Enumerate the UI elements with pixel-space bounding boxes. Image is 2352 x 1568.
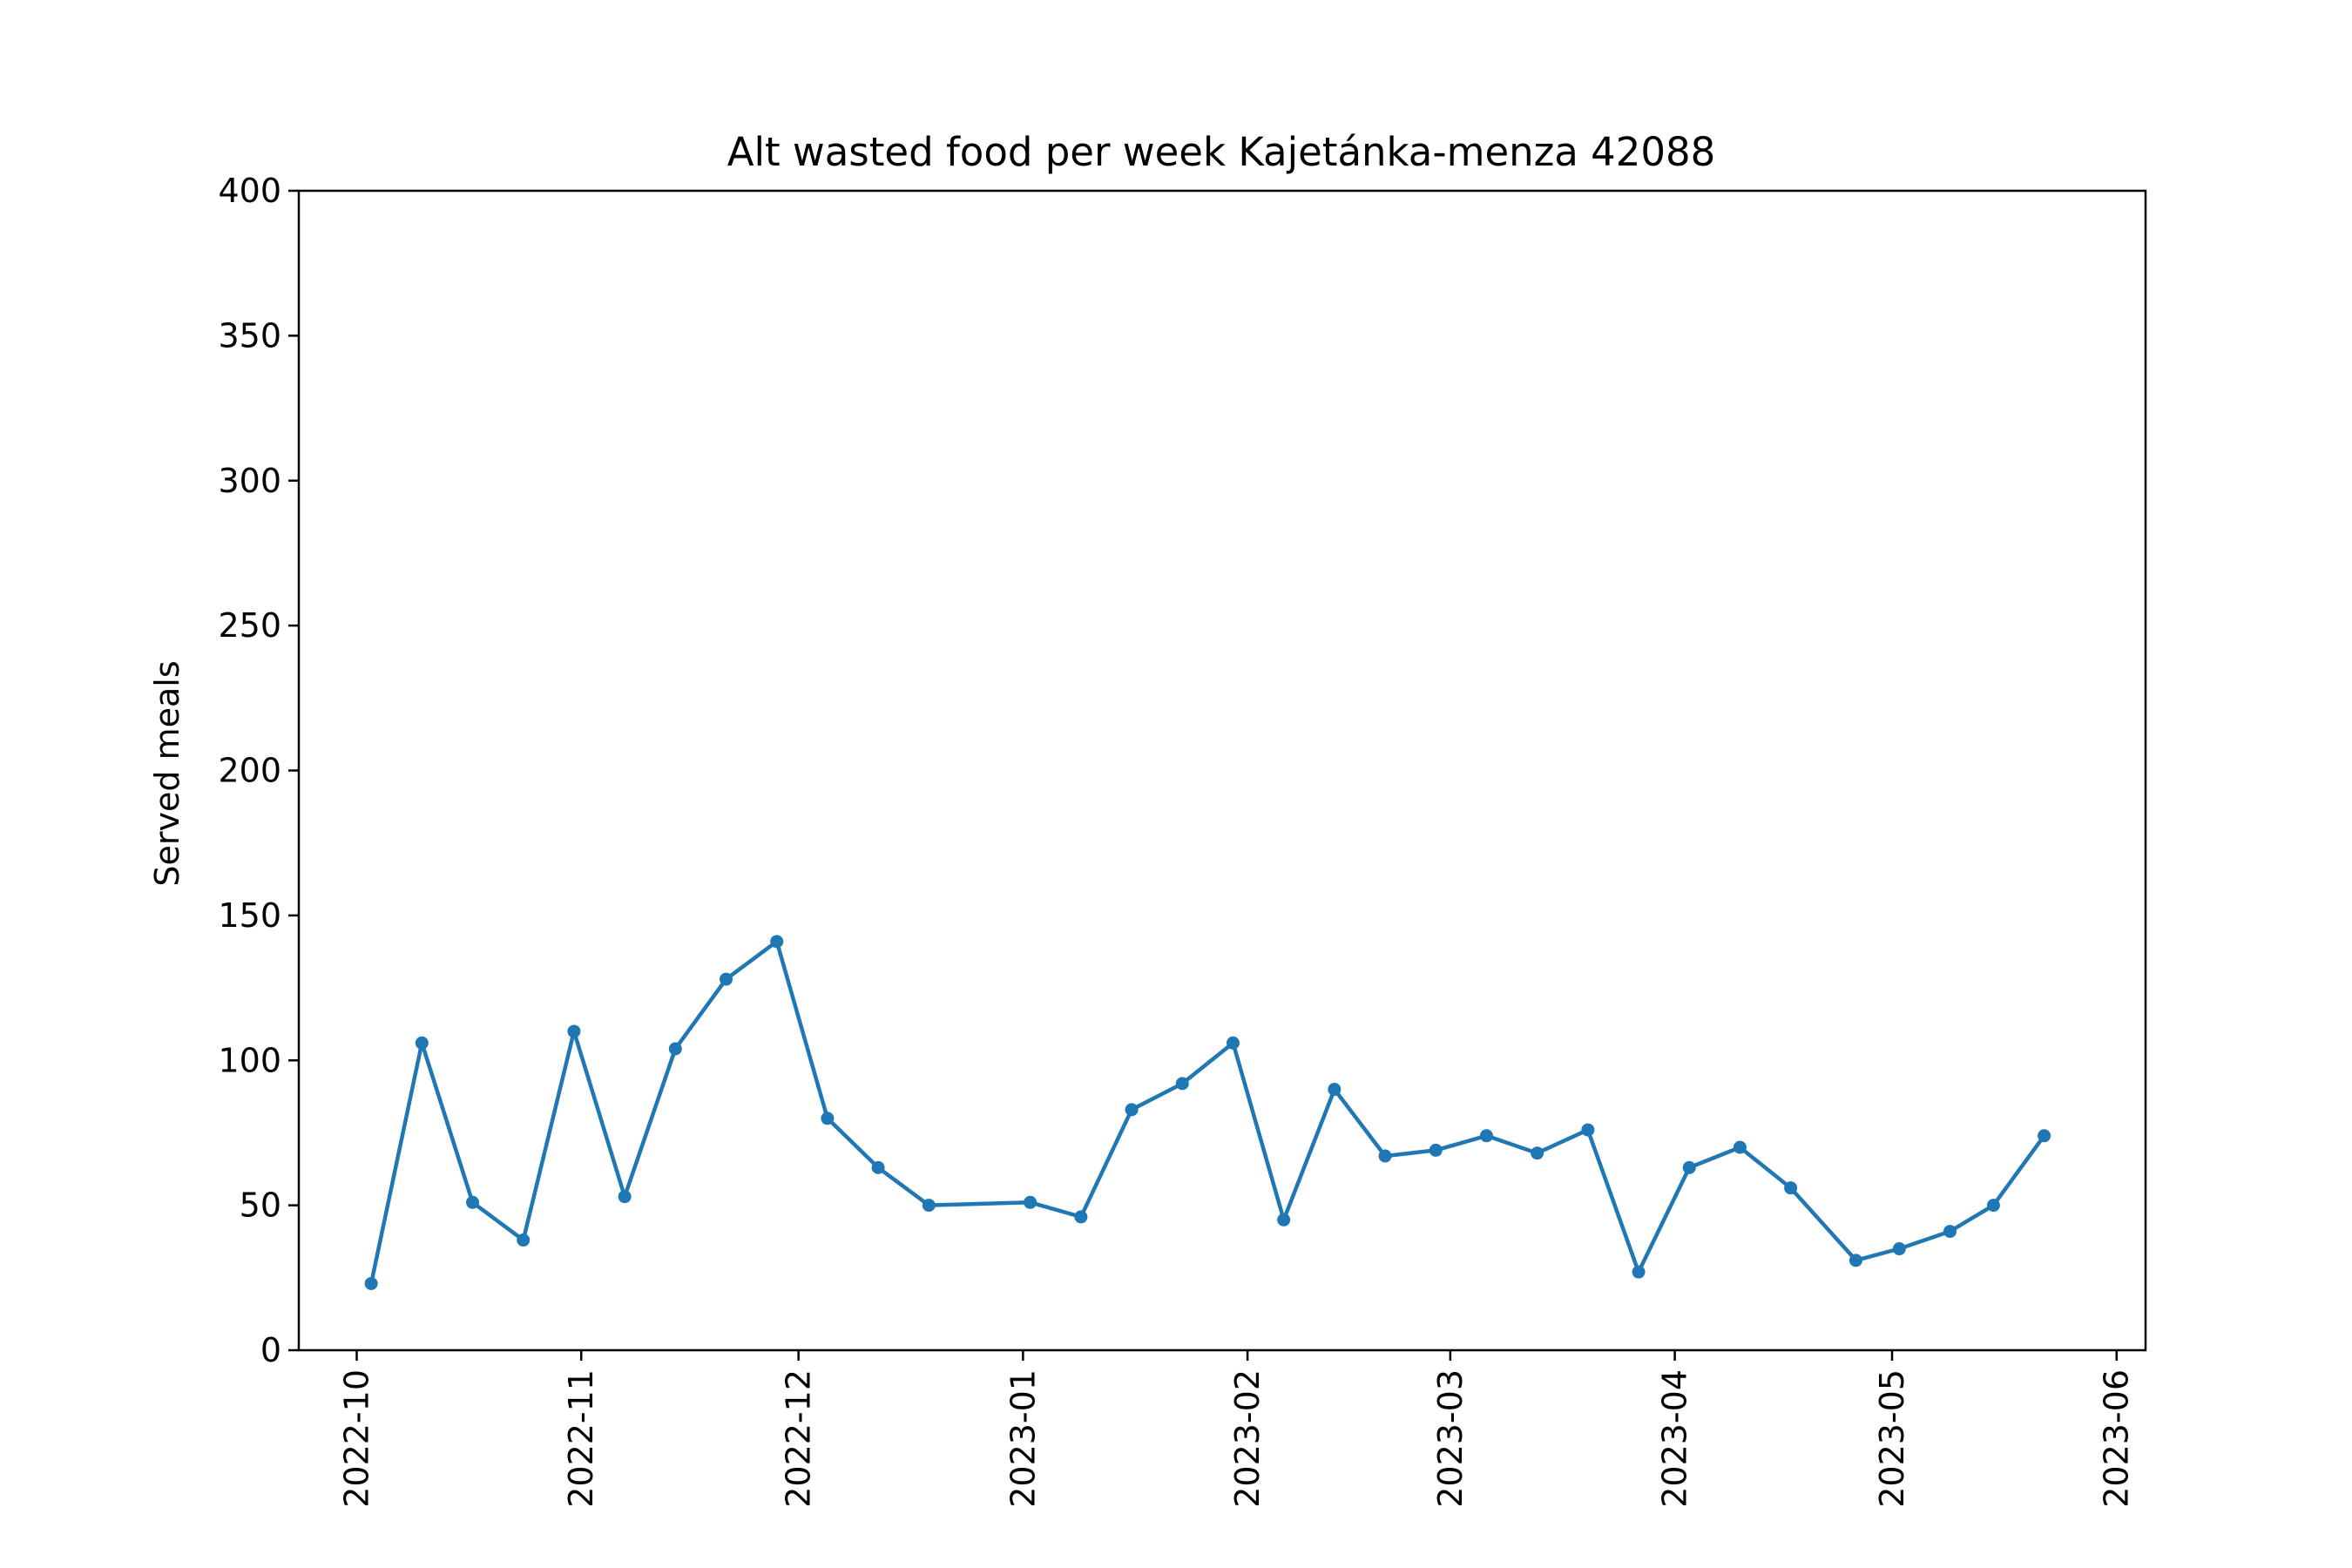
- y-tick-label: 50: [240, 1186, 281, 1225]
- y-tick-label: 100: [218, 1041, 281, 1079]
- y-axis-ticks: 0 50 100 150 200 250 300 350 400: [218, 172, 299, 1369]
- data-point: [821, 1112, 835, 1125]
- data-point: [922, 1199, 936, 1213]
- data-point: [1943, 1225, 1957, 1239]
- data-point: [1226, 1036, 1240, 1050]
- data-point: [1378, 1149, 1392, 1163]
- data-point: [1328, 1083, 1342, 1097]
- data-point: [1277, 1213, 1291, 1227]
- y-tick-label: 150: [218, 896, 281, 935]
- data-point: [415, 1036, 429, 1050]
- y-tick-label: 250: [218, 606, 281, 645]
- data-point: [1479, 1129, 1493, 1143]
- chart-title: Alt wasted food per week Kajetánka-menza…: [727, 129, 1716, 175]
- x-tick-label: 2023-02: [1228, 1369, 1267, 1508]
- y-tick-label: 300: [218, 462, 281, 500]
- x-tick-label: 2023-03: [1431, 1369, 1470, 1508]
- data-point: [1581, 1123, 1595, 1137]
- data-point: [871, 1160, 885, 1174]
- data-point: [1986, 1199, 2000, 1213]
- data-point: [1682, 1160, 1696, 1174]
- data-point: [1429, 1143, 1443, 1157]
- data-point: [1784, 1181, 1798, 1195]
- data-point: [668, 1042, 682, 1056]
- x-tick-label: 2023-01: [1004, 1369, 1042, 1508]
- data-point: [720, 972, 733, 986]
- data-point: [567, 1024, 581, 1038]
- data-point: [1848, 1254, 1862, 1267]
- series-line: [368, 939, 2046, 1286]
- data-point: [2038, 1129, 2051, 1143]
- y-tick-label: 200: [218, 752, 281, 790]
- data-point: [1892, 1242, 1906, 1256]
- data-point: [1733, 1140, 1747, 1154]
- series-layer: [364, 935, 2051, 1290]
- data-point: [770, 935, 784, 949]
- y-axis-label: Served meals: [148, 660, 186, 886]
- x-tick-label: 2022-11: [562, 1369, 600, 1508]
- data-point: [466, 1195, 480, 1209]
- data-point: [1175, 1077, 1189, 1091]
- data-point: [364, 1276, 378, 1290]
- plot-area-frame: [297, 189, 2147, 1352]
- data-point: [1531, 1146, 1544, 1160]
- x-tick-label: 2023-06: [2098, 1369, 2136, 1508]
- x-tick-label: 2022-12: [780, 1369, 818, 1508]
- data-point: [1024, 1195, 1037, 1209]
- data-point: [1074, 1210, 1088, 1224]
- y-tick-label: 350: [218, 316, 281, 355]
- x-tick-label: 2022-10: [338, 1369, 376, 1508]
- data-point: [1125, 1103, 1139, 1117]
- data-point: [517, 1233, 531, 1247]
- y-tick-label: 0: [260, 1331, 281, 1369]
- x-axis-ticks: 2022-10 2022-11 2022-12 2023-01 2023-02 2023-…: [338, 1350, 2136, 1508]
- x-tick-label: 2023-04: [1656, 1369, 1694, 1508]
- x-tick-label: 2023-05: [1873, 1369, 1911, 1508]
- y-tick-label: 400: [218, 172, 281, 210]
- data-point: [618, 1190, 632, 1204]
- data-point: [1632, 1265, 1646, 1279]
